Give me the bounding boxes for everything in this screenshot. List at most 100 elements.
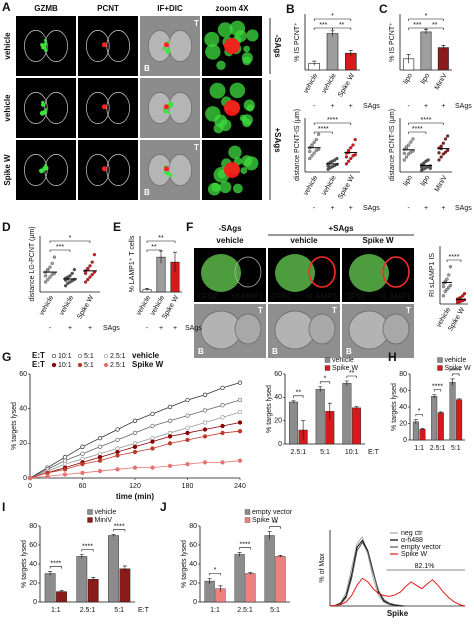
cell-mark: T xyxy=(194,19,199,28)
micrograph xyxy=(194,248,266,302)
cfse-cell xyxy=(201,254,241,292)
data-point xyxy=(86,277,90,282)
data-point xyxy=(407,152,411,156)
bar xyxy=(234,554,245,603)
y-tick-label: 0 xyxy=(193,599,197,606)
x-tick-label: 0 xyxy=(28,483,32,490)
data-point xyxy=(437,151,441,155)
legend-label: vehicle xyxy=(95,509,117,516)
error-bar xyxy=(318,386,323,392)
data-point xyxy=(115,453,120,458)
data-point xyxy=(167,404,173,410)
cfse-cell xyxy=(275,254,315,292)
y-tick-label: 40 xyxy=(399,404,407,411)
red-signal xyxy=(101,104,107,110)
channel-label: sLAMP1 xyxy=(379,292,411,301)
condition-label: + xyxy=(349,103,353,110)
micrograph xyxy=(16,140,76,200)
micrograph xyxy=(202,78,262,138)
cell-mark: B xyxy=(144,188,150,197)
data-point xyxy=(97,451,103,456)
micrograph xyxy=(194,304,266,358)
data-point xyxy=(70,271,74,275)
data-point xyxy=(62,455,68,460)
x-axis-label: time (min) xyxy=(116,492,155,501)
data-point xyxy=(185,430,190,436)
y-axis-label: % targets lysed xyxy=(266,385,273,433)
data-point xyxy=(185,461,190,467)
significance-label: **** xyxy=(450,368,461,375)
significance-bracket xyxy=(433,389,442,392)
x-tick-label: 60 xyxy=(79,483,87,490)
legend-label: neg ctr xyxy=(401,530,423,537)
data-point xyxy=(115,467,120,472)
legend-label: 2.5:1 xyxy=(110,362,126,369)
condition-label: + xyxy=(88,325,92,332)
data-point xyxy=(404,145,409,149)
data-point xyxy=(62,461,68,467)
panel-letter: D xyxy=(2,220,11,234)
green-signal xyxy=(242,56,252,66)
bar xyxy=(44,573,56,603)
significance-label: * xyxy=(425,13,428,20)
legend-marker xyxy=(51,353,57,359)
data-point xyxy=(167,441,173,446)
micrograph xyxy=(202,140,262,200)
y-axis-label: % targets lysed xyxy=(181,540,188,588)
error-bar xyxy=(450,378,455,386)
data-point xyxy=(90,260,94,264)
y-tick-label: 60 xyxy=(29,542,37,549)
data-point xyxy=(426,158,430,162)
bar xyxy=(275,556,286,603)
significance-label: ** xyxy=(339,22,345,29)
micrograph xyxy=(202,16,262,76)
condition-label: + xyxy=(330,103,334,110)
data-point xyxy=(62,472,68,477)
micrograph xyxy=(268,248,340,302)
significance-bracket xyxy=(146,249,162,252)
significance-bracket xyxy=(293,395,304,398)
data-point xyxy=(237,420,243,425)
data-point xyxy=(185,397,190,403)
x-tick-label: 2.5:1 xyxy=(291,449,307,456)
data-point xyxy=(349,146,353,150)
x-axis-label: Spike xyxy=(387,609,409,618)
cell-mark: T xyxy=(332,306,337,315)
data-point xyxy=(447,285,451,290)
data-point xyxy=(407,143,411,147)
data-point xyxy=(202,408,208,413)
legend-swatch xyxy=(244,517,251,523)
legend-label: 5:1 xyxy=(84,353,94,360)
x-tick-label: 10:1 xyxy=(345,449,359,456)
y-tick-label: 0 xyxy=(33,599,37,606)
data-point xyxy=(443,150,448,154)
cell-outline xyxy=(168,92,192,124)
condition-label: - xyxy=(146,325,149,332)
channel-label: CFSE xyxy=(271,292,293,301)
green-signal xyxy=(165,173,168,176)
condition-label: + xyxy=(424,103,428,110)
x-tick-label: 5:1 xyxy=(451,445,461,452)
y-axis-label: % IS PCNT⁺ xyxy=(294,22,301,62)
x-tick-label: 1:1 xyxy=(414,445,424,452)
green-signal xyxy=(219,119,232,132)
data-point xyxy=(48,275,52,279)
error-bar xyxy=(173,251,177,273)
x-tick-label: 5:1 xyxy=(270,607,280,614)
data-point xyxy=(62,458,68,463)
data-point xyxy=(45,470,50,475)
legend-label: Spike W xyxy=(252,517,278,524)
significance-label: **** xyxy=(449,254,460,261)
column-header: PCNT xyxy=(97,4,119,13)
y-tick-label: 20 xyxy=(274,418,282,425)
error-bar xyxy=(291,400,296,404)
legend-title: E:T xyxy=(32,351,45,360)
y-tick-label: 20 xyxy=(19,440,27,447)
data-point xyxy=(314,137,319,142)
data-point xyxy=(115,437,120,443)
column-header: Spike W xyxy=(362,236,394,245)
data-point xyxy=(132,418,138,423)
red-signal xyxy=(101,166,107,172)
error-bar xyxy=(438,411,443,414)
micrograph xyxy=(78,16,138,76)
